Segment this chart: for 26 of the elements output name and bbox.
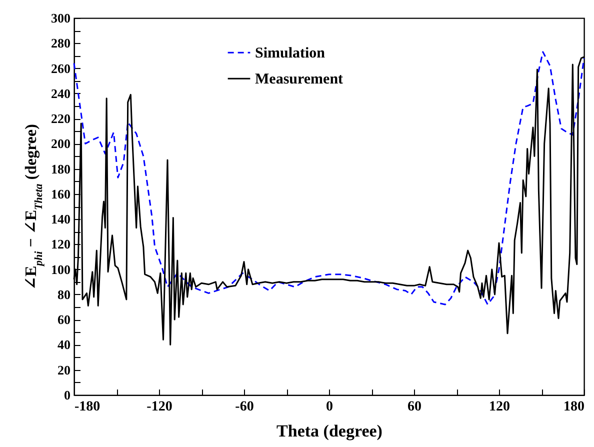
y-tick-label: 180 — [51, 161, 70, 176]
y-tick-label: 120 — [51, 236, 70, 252]
x-tick-label: 60 — [408, 400, 422, 414]
y-tick-label: 220 — [51, 111, 70, 126]
y-tick-label: 260 — [51, 60, 70, 76]
y-tick-label: 160 — [51, 186, 70, 202]
y-tick-label: 80 — [58, 286, 70, 302]
y-tick-label: 140 — [51, 212, 70, 227]
legend-label: Simulation — [255, 46, 326, 62]
y-tick-label: 40 — [58, 337, 70, 352]
y-tick-label: 60 — [58, 312, 70, 328]
y-tick-label: 100 — [51, 262, 70, 277]
x-tick-label: 120 — [489, 400, 510, 414]
y-tick-label: 300 — [51, 10, 70, 26]
y-tick-label: 280 — [51, 36, 70, 51]
x-tick-label: -120 — [146, 400, 172, 414]
x-tick-label: 180 — [564, 400, 584, 414]
x-tick-label: 0 — [326, 400, 333, 414]
y-tick-label: 20 — [58, 362, 70, 378]
x-tick-label: -60 — [235, 400, 254, 414]
legend-label: Measurement — [255, 72, 344, 88]
y-tick-label: 200 — [51, 136, 70, 152]
y-tick-label: 0 — [64, 388, 70, 402]
x-tick-label: -180 — [74, 400, 100, 414]
x-axis-title: Theta (degree) — [276, 422, 382, 440]
y-tick-label: 240 — [51, 86, 70, 101]
